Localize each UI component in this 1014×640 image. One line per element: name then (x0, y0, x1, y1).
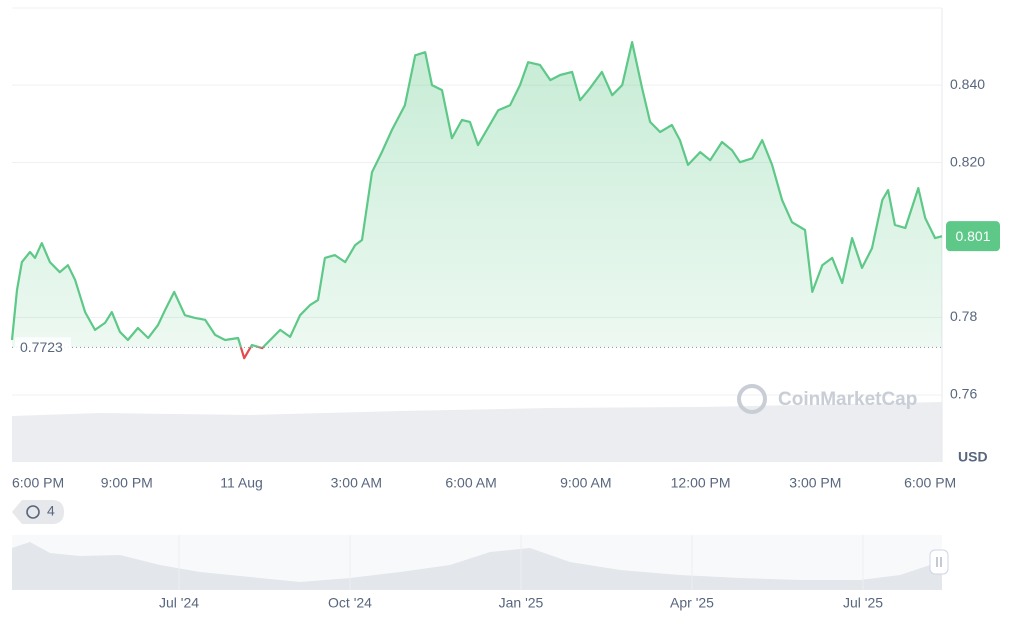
x-tick-label: 9:00 AM (560, 475, 611, 491)
history-count: 4 (47, 503, 55, 519)
x-tick-label: 12:00 PM (671, 475, 731, 491)
y-tick-label: 0.78 (950, 308, 977, 324)
watermark-text: CoinMarketCap (778, 389, 917, 410)
volume-area (12, 402, 942, 462)
price-badge-text: 0.801 (955, 228, 990, 244)
x-tick-label: 6:00 AM (445, 475, 496, 491)
reference-label: 0.7723 (20, 339, 63, 355)
y-tick-label: 0.820 (950, 153, 985, 169)
navigator-label: Apr '25 (670, 595, 714, 611)
x-tick-label: 6:00 PM (12, 475, 64, 491)
x-tick-label: 3:00 AM (331, 475, 382, 491)
y-unit: USD (958, 449, 988, 465)
x-tick-label: 6:00 PM (904, 475, 956, 491)
x-tick-label: 11 Aug (220, 475, 263, 491)
navigator-label: Jan '25 (499, 595, 544, 611)
reference-label-bg (15, 337, 71, 358)
watermark: CoinMarketCap (737, 384, 917, 414)
x-tick-label: 3:00 PM (789, 475, 841, 491)
price-line (10, 41, 943, 348)
price-area (12, 42, 942, 348)
navigator-label: Oct '24 (328, 595, 372, 611)
y-tick-label: 0.76 (950, 386, 977, 402)
history-badge[interactable]: 4 (12, 500, 64, 524)
navigator-label: Jul '24 (159, 595, 199, 611)
x-tick-label: 9:00 PM (101, 475, 153, 491)
price-badge (946, 221, 1000, 252)
y-tick-label: 0.840 (950, 76, 985, 92)
navigator[interactable] (12, 535, 949, 590)
navigator-label: Jul '25 (843, 595, 883, 611)
